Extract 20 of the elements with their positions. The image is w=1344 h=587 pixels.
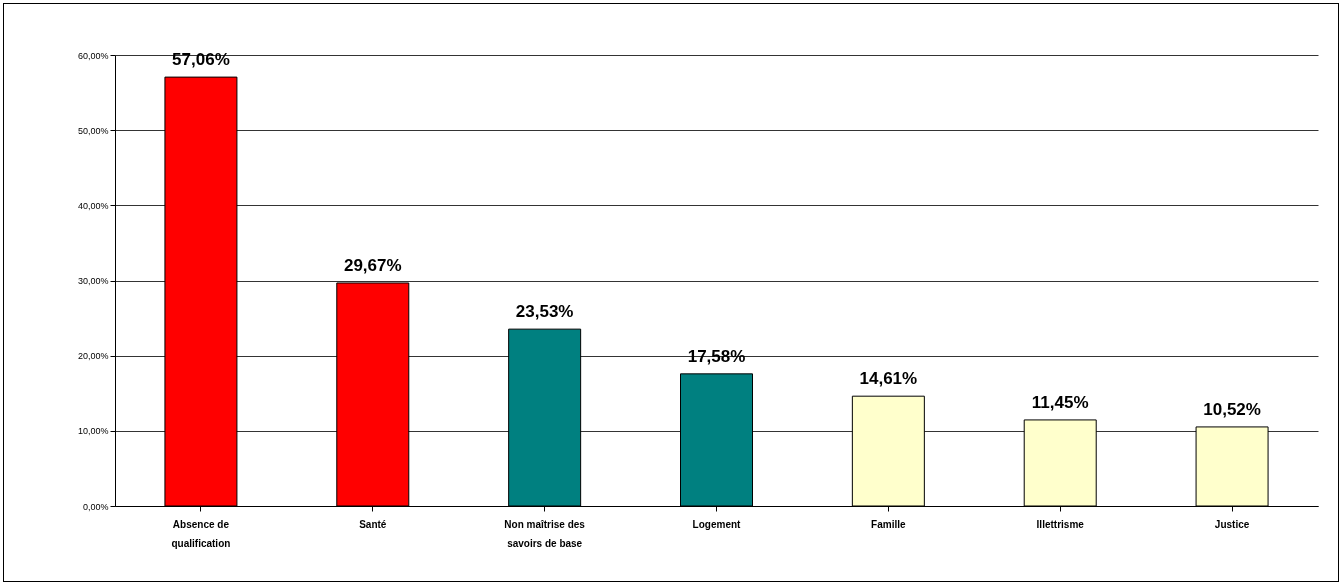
x-tick-label: Justice: [1214, 518, 1250, 530]
data-label: 10,52%: [1203, 399, 1261, 419]
x-tick-label: Logement: [692, 518, 742, 530]
y-tick-label: 20,00%: [77, 351, 109, 362]
y-tick-label: 50,00%: [77, 125, 109, 136]
y-tick-label: 0,00%: [82, 501, 109, 512]
data-label: 29,67%: [343, 255, 402, 275]
y-tick-label: 60,00%: [77, 50, 109, 61]
data-label: 11,45%: [1031, 392, 1089, 412]
x-tick-label: Santé: [359, 518, 387, 530]
x-tick-label: Absence de qualification: [171, 518, 231, 549]
x-tick-label: Non maîtrise des savoirs de base: [504, 518, 586, 549]
data-label: 57,06%: [172, 50, 230, 70]
data-label: 23,53%: [515, 302, 574, 322]
y-tick-label: 10,00%: [77, 426, 109, 437]
x-tick-label: Illettrisme: [1036, 518, 1085, 530]
data-label: 14,61%: [859, 369, 918, 389]
y-tick-label: 40,00%: [77, 200, 109, 211]
x-tick-label: Famille: [871, 518, 907, 530]
y-tick-label: 30,00%: [77, 276, 109, 286]
